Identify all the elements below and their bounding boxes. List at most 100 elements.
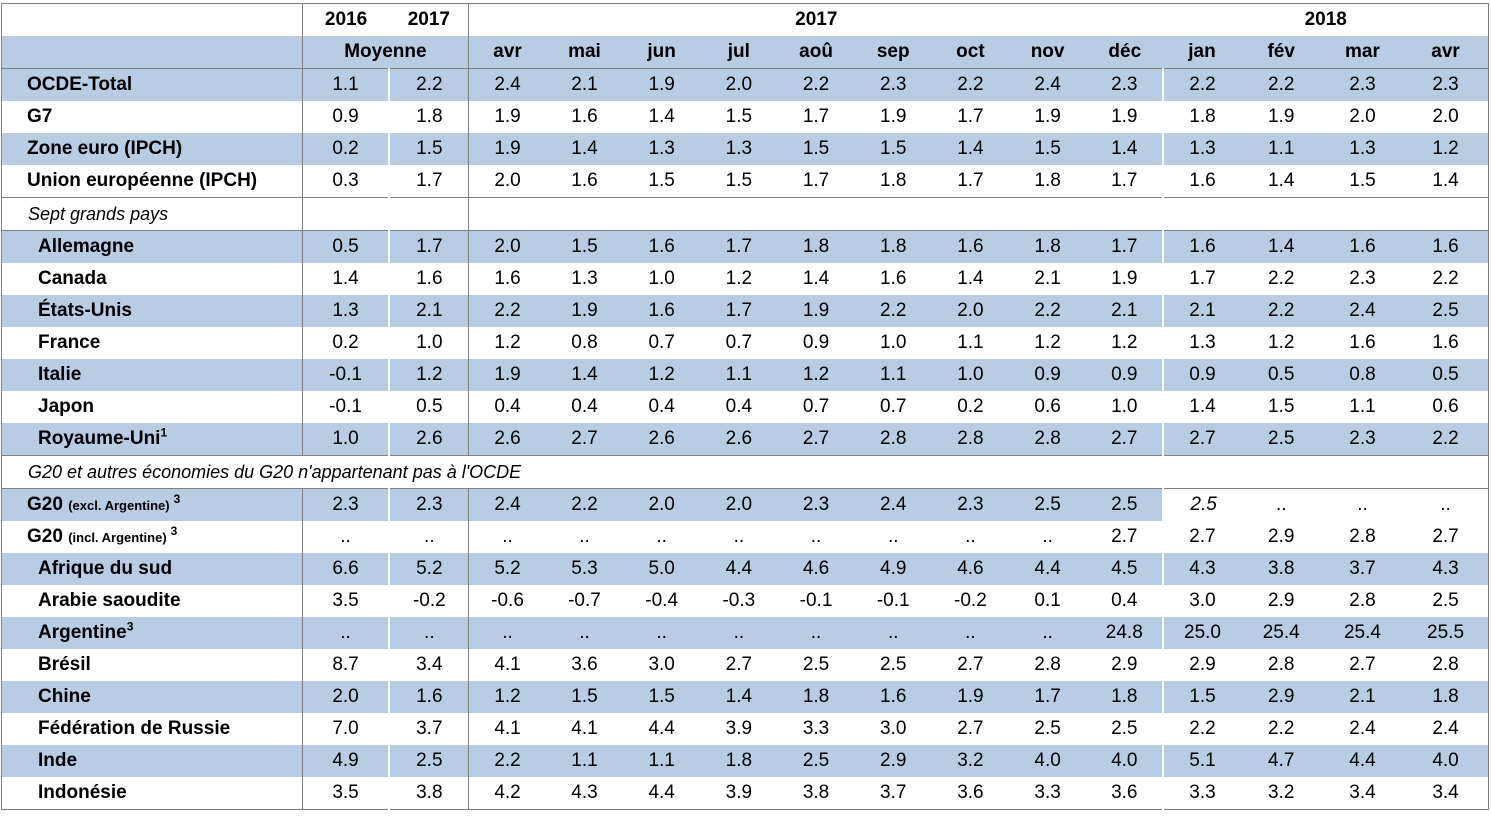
month-header: oct [931, 36, 1009, 69]
group-2017-header: 2017 [468, 3, 1164, 36]
value-cell: 2.5 [1162, 488, 1241, 521]
value-cell: 3.0 [1162, 585, 1241, 617]
value-cell: 2.2 [1009, 295, 1087, 327]
section-header-row: Sept grands pays [1, 197, 1489, 231]
month-header: mar [1321, 36, 1404, 69]
value-cell: 2.0 [301, 681, 390, 713]
value-cell: 2.2 [468, 745, 546, 777]
value-cell: 1.2 [1268, 332, 1295, 353]
row-label-text: Fédération de Russie [38, 718, 231, 739]
footnote-marker: 1 [160, 425, 168, 440]
value-cell: 2.2 [1268, 718, 1295, 739]
value-cell: 4.1 [468, 713, 546, 745]
value-cell: 2.1 [1086, 295, 1164, 327]
row-label: États-Unis [1, 295, 303, 327]
value-cell: 1.9 [1268, 106, 1295, 127]
value-cell: 1.2 [1034, 332, 1061, 353]
value-cell: 2.2 [777, 68, 855, 101]
row-label-text: Indonésie [38, 782, 127, 803]
value-cell: .. [777, 617, 855, 649]
value-cell: 1.4 [648, 106, 675, 127]
row-label: Afrique du sud [1, 553, 303, 585]
value-cell: 1.7 [957, 106, 984, 127]
value-cell: 0.4 [468, 391, 546, 423]
value-cell: 2.2 [468, 295, 546, 327]
value-cell: -0.1 [301, 359, 390, 391]
value-cell: 1.6 [388, 263, 469, 295]
value-cell: 2.8 [1268, 654, 1295, 675]
footnote-marker: 3 [126, 619, 134, 634]
value-cell: 1.3 [1162, 133, 1241, 165]
value-cell: 1.8 [1086, 681, 1164, 713]
value-cell: 2.7 [725, 654, 753, 675]
value-cell: 1.2 [388, 359, 469, 391]
value-cell: 1.5 [1009, 133, 1087, 165]
value-cell: 3.9 [700, 777, 778, 810]
value-cell: 1.2 [468, 681, 546, 713]
value-cell: 1.2 [777, 359, 855, 391]
value-cell: 2.6 [388, 423, 469, 456]
value-cell: 2.0 [931, 295, 1009, 327]
value-cell: -0.6 [468, 585, 546, 617]
value-cell: 1.1 [1240, 133, 1322, 165]
value-cell: 2.2 [1240, 295, 1322, 327]
value-cell: 1.2 [1403, 133, 1490, 165]
value-cell: 0.2 [301, 133, 390, 165]
value-cell: 1.5 [545, 230, 624, 263]
value-cell: 4.0 [1403, 745, 1490, 777]
value-cell: 1.4 [1086, 133, 1164, 165]
value-cell: 2.8 [931, 423, 1009, 456]
row-label: Royaume-Uni1 [1, 423, 303, 456]
table-row: OCDE-Total 1.1 2.2 2.4 2.1 1.9 2.0 2.2 2.3 2.2 2.4… [1, 68, 1490, 101]
value-cell: 1.1 [623, 745, 701, 777]
value-cell: 1.7 [957, 170, 984, 191]
value-cell: 4.9 [854, 553, 932, 585]
value-cell: 2.7 [957, 654, 984, 675]
value-cell: 4.0 [1009, 745, 1087, 777]
value-cell: 3.5 [301, 585, 390, 617]
value-cell: .. [301, 617, 390, 649]
value-cell: 0.8 [1321, 359, 1404, 391]
value-cell: 2.0 [623, 488, 701, 521]
value-cell: .. [733, 526, 745, 547]
value-cell: 1.8 [1009, 230, 1087, 263]
value-cell: 2.8 [1009, 423, 1087, 456]
value-cell: 4.5 [1086, 553, 1164, 585]
row-label-text: Union européenne (IPCH) [27, 170, 258, 191]
value-cell: .. [301, 521, 390, 553]
value-cell: 2.5 [1086, 488, 1164, 521]
value-cell: 1.6 [854, 681, 932, 713]
value-cell: 1.5 [725, 106, 753, 127]
month-header: aoû [777, 36, 855, 69]
value-cell: 1.7 [388, 230, 469, 263]
value-cell: 4.4 [1321, 745, 1404, 777]
value-cell: 0.2 [301, 327, 390, 359]
row-label: Canada [1, 263, 303, 295]
value-cell: 2.9 [1268, 526, 1295, 547]
value-cell: 4.2 [468, 777, 546, 810]
table-row: Argentine3.................... 24.8 25.0 25… [1, 617, 1490, 649]
row-label: Inde [1, 745, 303, 777]
value-cell: -0.1 [876, 590, 910, 611]
section-title: Sept grands pays [1, 197, 303, 231]
value-cell: 0.5 [388, 391, 469, 423]
value-cell: 2.2 [931, 68, 1009, 101]
value-cell: .. [1357, 494, 1368, 515]
value-cell: 0.5 [1403, 359, 1490, 391]
value-cell: 1.4 [1403, 165, 1490, 198]
value-cell: 25.4 [1240, 617, 1322, 649]
value-cell: 0.7 [648, 332, 675, 353]
row-label-text: Brésil [38, 654, 91, 675]
value-cell: 0.5 [301, 230, 390, 263]
value-cell: .. [1403, 488, 1490, 521]
value-cell: 1.4 [1162, 391, 1241, 423]
value-cell: 1.3 [301, 295, 390, 327]
row-label-text: Inde [38, 750, 78, 771]
value-cell: 1.8 [854, 230, 932, 263]
value-cell: -0.3 [722, 590, 756, 611]
value-cell: 2.0 [1349, 106, 1376, 127]
value-cell: 1.9 [545, 295, 624, 327]
month-header: sep [854, 36, 932, 69]
value-cell: 2.3 [1349, 268, 1376, 289]
value-cell: 2.8 [854, 423, 932, 456]
